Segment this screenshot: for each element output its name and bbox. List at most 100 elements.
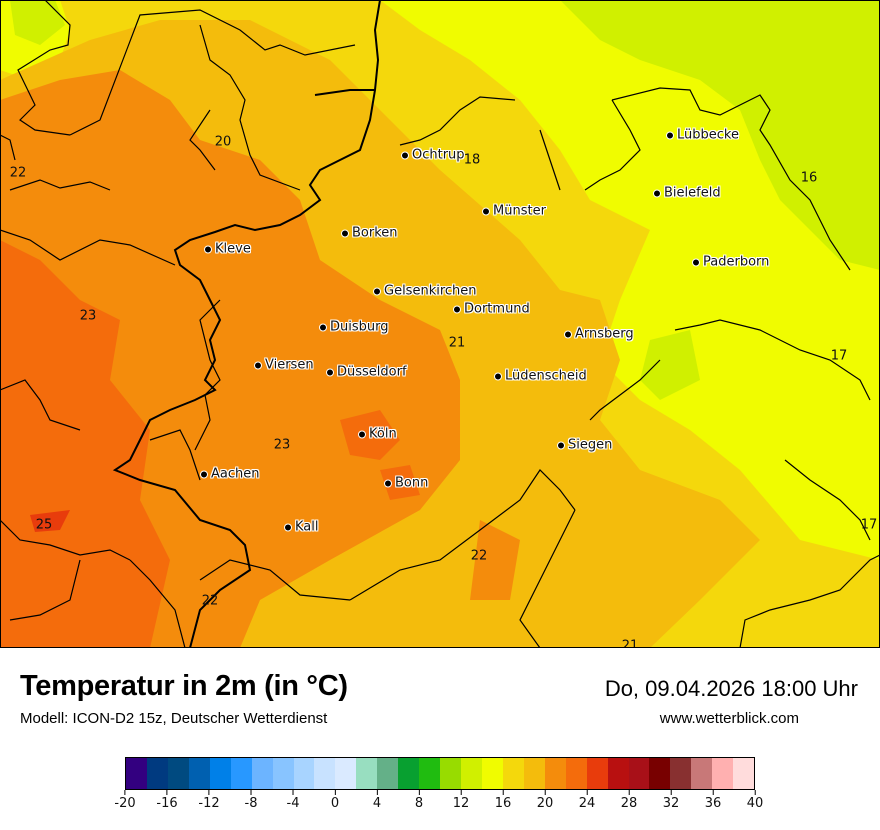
tick-mark (460, 790, 462, 795)
legend-color-segment (691, 758, 713, 789)
tick-mark (754, 790, 756, 795)
city-label: Dortmund (464, 301, 530, 317)
city-dot-icon (482, 207, 490, 215)
legend-color-segment (146, 758, 168, 789)
legend-color-segment (230, 758, 252, 789)
city-marker-bielefeld: Bielefeld (653, 186, 721, 201)
city-marker-viersen: Viersen (254, 358, 314, 373)
isoline-label: 21 (448, 335, 466, 351)
legend-color-segment (188, 758, 210, 789)
tick-label: 16 (494, 796, 512, 811)
tick-mark (670, 790, 672, 795)
isoline-label: 22 (470, 548, 488, 564)
city-dot-icon (557, 441, 565, 449)
tick-mark (208, 790, 210, 795)
city-dot-icon (358, 430, 366, 438)
city-label: Siegen (568, 437, 613, 453)
city-dot-icon (200, 470, 208, 478)
city-label: Köln (369, 426, 397, 442)
legend-tick: 12 (453, 790, 469, 811)
valid-datetime: Do, 09.04.2026 18:00 Uhr (604, 676, 858, 701)
legend-tick: -12 (198, 790, 220, 811)
city-label: Kleve (215, 241, 251, 257)
city-dot-icon (284, 523, 292, 531)
isoline-label: 23 (79, 308, 97, 324)
city-marker-gelsenkirchen: Gelsenkirchen (373, 284, 477, 299)
legend-color-segment (586, 758, 608, 789)
tick-mark (250, 790, 252, 795)
city-marker-siegen: Siegen (557, 438, 612, 453)
legend-tick: 16 (494, 790, 512, 811)
city-dot-icon (384, 479, 392, 487)
color-legend-ticks: -20 -16 -12 -8 -4 0 4 8 12 16 20 24 28 32 36 40 (114, 790, 763, 820)
city-marker-aachen: Aachen (200, 467, 259, 482)
tick-label: 40 (746, 796, 764, 811)
isoline-label: 20 (214, 134, 232, 150)
city-dot-icon (453, 305, 461, 313)
city-marker-dortmund: Dortmund (453, 302, 530, 317)
legend-color-segment (356, 758, 378, 789)
legend-color-segment (712, 758, 734, 789)
tick-mark (628, 790, 630, 795)
city-marker-duesseldorf: Düsseldorf (326, 365, 407, 380)
city-label: Aachen (211, 466, 260, 482)
legend-color-segment (461, 758, 482, 789)
isoline-label: 22 (9, 165, 27, 181)
city-label: Münster (493, 203, 546, 219)
isoline-label: 23 (273, 437, 291, 453)
temperature-field (0, 0, 880, 647)
legend-tick: 24 (578, 790, 596, 811)
tick-mark (292, 790, 294, 795)
legend-color-segment (293, 758, 315, 789)
legend-color-segment (251, 758, 273, 789)
city-dot-icon (692, 258, 700, 266)
city-label: Bielefeld (664, 185, 721, 201)
chart-title: Temperatur in 2m (in °C) (20, 670, 348, 702)
city-dot-icon (373, 287, 381, 295)
tick-label: 32 (662, 796, 680, 811)
city-marker-kleve: Kleve (204, 242, 251, 257)
legend-tick: 4 (373, 790, 381, 811)
temperature-map: 20 18 22 16 23 21 17 23 25 17 22 22 21 O… (0, 0, 880, 648)
tick-mark (376, 790, 378, 795)
city-dot-icon (254, 361, 262, 369)
city-label: Gelsenkirchen (384, 283, 477, 299)
city-marker-bonn: Bonn (384, 476, 428, 491)
city-marker-luedenscheid: Lüdenscheid (494, 369, 587, 384)
legend-tick: -4 (287, 790, 299, 811)
tick-label: 20 (536, 796, 554, 811)
city-marker-borken: Borken (341, 226, 398, 241)
city-marker-ochtrup: Ochtrup (401, 148, 465, 163)
legend-color-segment (209, 758, 231, 789)
legend-tick: -16 (156, 790, 178, 811)
legend-tick: -8 (245, 790, 257, 811)
city-label: Paderborn (703, 254, 770, 270)
city-dot-icon (341, 229, 349, 237)
legend-color-segment (314, 758, 336, 789)
tick-label: 8 (414, 796, 424, 811)
city-marker-luebbecke: Lübbecke (666, 128, 739, 143)
city-label: Lübbecke (677, 127, 739, 143)
legend-color-segment (733, 758, 755, 789)
city-label: Borken (352, 225, 398, 241)
isoline-label: 17 (830, 348, 848, 364)
city-marker-arnsberg: Arnsberg (564, 327, 634, 342)
tick-mark (502, 790, 504, 795)
tick-mark (166, 790, 168, 795)
tick-label: 24 (578, 796, 596, 811)
isoline-label: 18 (463, 152, 481, 168)
legend-color-segment (272, 758, 294, 789)
city-label: Arnsberg (575, 326, 634, 342)
city-marker-paderborn: Paderborn (692, 255, 769, 270)
isoline-label: 21 (621, 638, 639, 648)
tick-mark (586, 790, 588, 795)
color-legend-bar (125, 757, 755, 790)
city-dot-icon (666, 131, 674, 139)
city-marker-kall: Kall (284, 520, 319, 535)
tick-label: -16 (156, 796, 178, 811)
tick-label: -20 (114, 796, 136, 811)
city-label: Düsseldorf (337, 364, 407, 380)
tick-label: -12 (198, 796, 220, 811)
tick-label: 28 (620, 796, 638, 811)
legend-tick: 8 (415, 790, 423, 811)
